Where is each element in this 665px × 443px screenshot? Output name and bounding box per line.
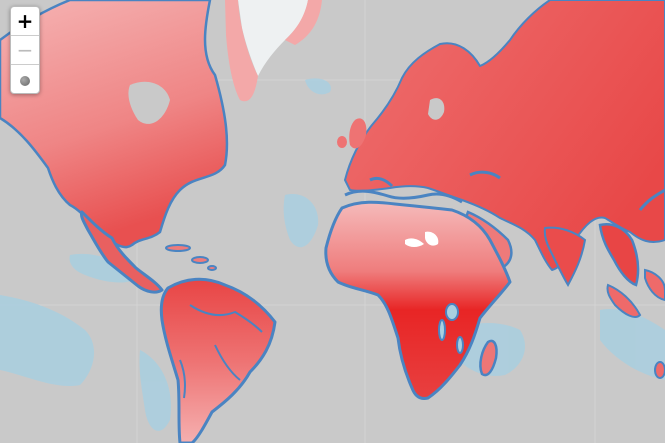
mediterranean-coast <box>344 170 501 204</box>
greenland-rim <box>225 0 322 102</box>
african-great-lakes <box>438 303 464 354</box>
north-america <box>0 0 229 249</box>
south-america-rivers <box>179 304 263 399</box>
baltic-sea <box>428 98 445 120</box>
zoom-control: + − <box>10 6 40 94</box>
british-isles <box>337 118 367 149</box>
africa <box>324 200 512 400</box>
indian-subcontinent <box>543 226 587 288</box>
sahara-salt-flats <box>405 231 439 247</box>
southeast-asia <box>598 223 640 287</box>
madagascar <box>479 339 498 377</box>
reset-view-button[interactable] <box>11 65 39 93</box>
zoom-out-button[interactable]: − <box>11 36 39 65</box>
zoom-in-button[interactable]: + <box>11 7 39 36</box>
globe-icon <box>20 75 30 86</box>
maritime-southeast-asia <box>606 268 665 379</box>
hudson-bay <box>128 81 170 124</box>
central-america <box>80 210 164 294</box>
east-asia-coast <box>638 188 665 211</box>
caribbean-islands <box>165 244 217 271</box>
greenland-ice <box>238 0 308 76</box>
south-america <box>159 277 277 443</box>
